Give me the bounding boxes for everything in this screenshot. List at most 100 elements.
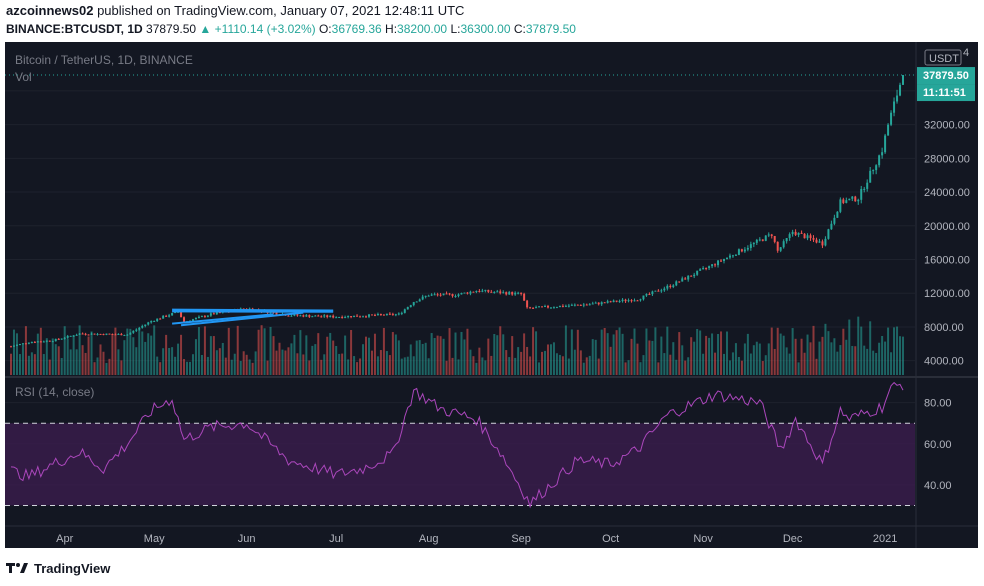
high-value: 38200.00 [397, 22, 448, 36]
candle-body [347, 316, 350, 318]
candle-body [514, 292, 517, 295]
candle-body [481, 290, 484, 292]
author-name[interactable]: azcoinnews02 [6, 3, 94, 18]
volume-bar [827, 331, 830, 375]
volume-bar [353, 356, 356, 375]
volume-bar [287, 347, 290, 375]
volume-bar [427, 358, 430, 375]
candle-body [117, 333, 120, 335]
candle-body [102, 334, 105, 336]
volume-bar [406, 356, 409, 375]
low-value: 36300.00 [460, 22, 511, 36]
volume-bar [272, 336, 275, 375]
candle-body [293, 314, 296, 316]
volume-bar [487, 338, 490, 375]
candle-body [523, 293, 526, 301]
volume-bar [708, 337, 711, 375]
volume-bar [299, 330, 302, 375]
volume-bar [511, 336, 514, 375]
volume-bar [842, 328, 845, 375]
volume-bar [436, 335, 439, 375]
volume-bar [186, 361, 189, 375]
candle-body [212, 313, 215, 315]
tradingview-logo-icon[interactable] [6, 561, 28, 575]
volume-bar [379, 350, 382, 375]
volume-bar [594, 339, 597, 375]
candle-body [517, 292, 520, 294]
volume-bar [681, 345, 684, 375]
volume-bar [678, 332, 681, 375]
volume-bar [27, 355, 30, 375]
ohlc-line: BINANCE:BTCUSDT, 1D 37879.50 ▲ +1110.14 … [6, 20, 978, 38]
volume-bar [433, 337, 436, 375]
time-tick-label: Jul [329, 533, 343, 545]
candle-body [720, 260, 723, 262]
candle-body [609, 301, 612, 303]
candle-body [403, 309, 406, 313]
pattern-line-0 [172, 308, 334, 312]
volume-bar [45, 338, 48, 375]
candle-body [761, 239, 764, 241]
candle-body [579, 304, 582, 306]
price-change: +1110.14 (+3.02%) [214, 22, 316, 36]
publish-text: published on TradingView.com, January 07… [97, 3, 465, 18]
candle-body [606, 301, 609, 303]
countdown-tag-label: 11:11:51 [923, 87, 966, 99]
volume-bar [469, 349, 472, 375]
candle-body [96, 333, 99, 335]
volume-bar [773, 348, 776, 375]
candle-body [541, 306, 544, 308]
last-price: 37879.50 [146, 22, 197, 36]
volume-bar [236, 325, 239, 375]
volume-bar [785, 347, 788, 375]
volume-label: Vol [15, 70, 32, 84]
candle-body [651, 291, 654, 295]
candle-body [466, 292, 469, 294]
change-arrow-icon: ▲ [199, 22, 212, 36]
candle-body [478, 291, 481, 293]
candle-body [839, 199, 842, 212]
candle-body [379, 314, 382, 316]
candle-body [367, 314, 370, 317]
volume-bar [851, 345, 854, 375]
volume-bar [451, 357, 454, 375]
volume-bar [705, 335, 708, 375]
volume-bar [725, 331, 728, 375]
rsi-tick-label: 60.00 [924, 439, 952, 451]
volume-bar [332, 340, 335, 375]
candle-body [171, 313, 174, 316]
candle-body [693, 274, 696, 277]
chart-title: Bitcoin / TetherUS, 1D, BINANCE [15, 53, 193, 67]
volume-bar [890, 352, 893, 375]
candle-body [359, 316, 362, 318]
chart-area[interactable]: 4000.00 8000.00 12000.00 16000.00 20000.00 24… [5, 42, 978, 548]
volume-bar [51, 338, 54, 375]
volume-bar [797, 362, 800, 375]
volume-bar [541, 351, 544, 375]
volume-bar [60, 357, 63, 375]
volume-bar [663, 353, 666, 375]
candle-body [180, 311, 183, 318]
volume-bar [803, 352, 806, 375]
volume-bar [669, 354, 672, 375]
candle-body [356, 315, 359, 317]
volume-bar [317, 333, 320, 375]
footer-brand[interactable]: TradingView [34, 560, 111, 576]
volume-bar [311, 345, 314, 375]
candle-body [159, 318, 162, 320]
candle-body [869, 170, 872, 183]
candle-body [648, 294, 651, 296]
volume-bar [615, 330, 618, 375]
volume-bar [788, 353, 791, 375]
volume-bar [740, 360, 743, 375]
candle-body [469, 291, 472, 294]
candle-body [457, 294, 460, 297]
chart-svg[interactable]: 4000.00 8000.00 12000.00 16000.00 20000.00 24… [5, 42, 978, 548]
candle-body [48, 340, 51, 342]
candle-body [896, 95, 899, 102]
candle-body [27, 342, 30, 344]
volume-bar [821, 336, 824, 375]
candle-body [57, 338, 60, 340]
candle-body [370, 314, 373, 316]
volume-bar [305, 335, 308, 375]
